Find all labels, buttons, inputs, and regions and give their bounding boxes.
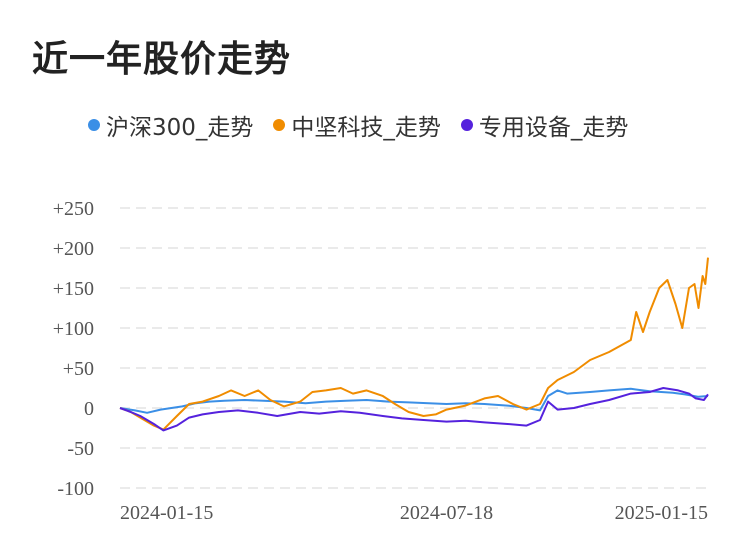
legend-label: 中坚科技_走势 [291, 115, 441, 141]
x-tick-label: 2024-07-18 [400, 502, 493, 524]
y-axis-ticks: +250 +200 +150 +100 +50 0 -50 -100 [53, 198, 94, 500]
legend: 沪深300_走势 中坚科技_走势 专用设备_走势 [88, 108, 648, 142]
series-line [119, 387, 709, 414]
y-tick-label: +250 [53, 198, 94, 220]
y-tick-label: -100 [57, 478, 94, 500]
legend-item[interactable]: 专用设备_走势 [460, 108, 629, 142]
grid-lines [120, 207, 708, 489]
x-tick-label: 2025-01-15 [615, 502, 708, 524]
legend-item[interactable]: 沪深300_走势 [88, 108, 253, 142]
series-line [119, 257, 709, 431]
y-tick-label: +200 [53, 238, 94, 260]
y-tick-label: +50 [63, 358, 94, 380]
y-tick-label: +150 [53, 278, 94, 300]
legend-label: 沪深300_走势 [106, 115, 254, 141]
y-tick-label: 0 [84, 398, 94, 420]
chart-title: 近一年股价走势 [32, 39, 292, 80]
series-lines [119, 257, 709, 432]
x-axis-ticks: 2024-01-15 2024-07-18 2025-01-15 [120, 502, 708, 524]
x-tick-label: 2024-01-15 [120, 502, 213, 524]
series-line [119, 387, 709, 432]
legend-dot-icon [460, 119, 473, 131]
legend-label: 专用设备_走势 [478, 115, 629, 141]
y-tick-label: +100 [53, 318, 94, 340]
legend-item[interactable]: 中坚科技_走势 [273, 108, 441, 142]
legend-dot-icon [273, 119, 286, 131]
legend-dot-icon [88, 119, 100, 131]
y-tick-label: -50 [67, 438, 94, 460]
